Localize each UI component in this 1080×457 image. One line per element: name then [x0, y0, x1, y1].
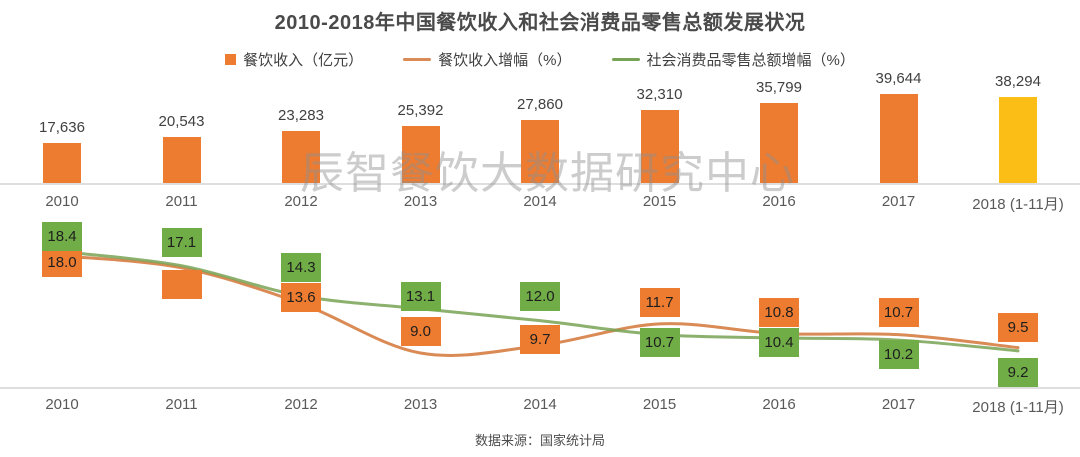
bar-axis-category: 2016: [762, 193, 796, 210]
bar-2013: [401, 125, 440, 183]
data-source-note: 数据来源：国家统计局: [474, 433, 605, 448]
restaurant-growth-label: 13.6: [281, 283, 321, 313]
green-line-swatch-icon: [611, 58, 640, 61]
bar-axis-category: 2011: [165, 193, 198, 210]
restaurant-growth-label: 10.8: [759, 297, 799, 327]
bar-swatch-icon: [225, 54, 237, 65]
orange-line-swatch-icon: [403, 58, 432, 61]
bar-value-label: 39,644: [875, 69, 922, 87]
retail-growth-label: 10.4: [759, 327, 799, 357]
restaurant-growth-label: [161, 269, 202, 299]
chart-title: 2010-2018年中国餐饮收入和社会消费品零售总额发展状况: [274, 12, 806, 34]
bar-value-label: 35,799: [756, 78, 802, 96]
line-axis-category: 2018 (1-11月): [972, 399, 1064, 416]
bar-2012: [282, 130, 320, 183]
legend-label-revenue-growth: 餐饮收入增幅（%）: [438, 52, 572, 69]
bar-axis-category: 2014: [523, 193, 557, 210]
restaurant-growth-label: 9.7: [520, 325, 560, 355]
legend-item-revenue-bar: 餐饮收入（亿元）: [225, 49, 363, 70]
legend-item-retail-growth-line: 社会消费品零售总额增幅（%）: [611, 49, 855, 70]
line-axis-category: 2012: [284, 396, 318, 413]
bar-axis-category: 2010: [45, 193, 79, 210]
bar-value-label: 17,636: [39, 119, 85, 137]
line-axis-category: 2011: [165, 396, 198, 413]
line-axis-category: 2013: [403, 396, 438, 413]
bar-axis-category: 2017: [881, 193, 916, 210]
bar-value-label: 38,294: [995, 73, 1041, 91]
retail-growth-label: 13.1: [400, 281, 441, 311]
line-axis-category: 2014: [523, 396, 557, 413]
retail-growth-label: 10.2: [878, 340, 919, 370]
retail-growth-label: 18.4: [42, 221, 82, 251]
bar-2018 (1-11月): [999, 97, 1037, 183]
bar-2015: [640, 110, 679, 183]
legend-label-retail-growth: 社会消费品零售总额增幅（%）: [646, 52, 855, 69]
retail-growth-line: [60, 250, 1020, 353]
bar-value-label: 25,392: [397, 101, 444, 119]
bar-2017: [879, 93, 918, 183]
legend-label-revenue: 餐饮收入（亿元）: [243, 52, 364, 69]
bar-value-label: 20,543: [158, 112, 205, 130]
restaurant-growth-label: 18.0: [42, 247, 82, 277]
retail-growth-label: 14.3: [281, 252, 321, 282]
restaurant-growth-label: 9.5: [998, 312, 1038, 342]
bar-value-label: 23,283: [278, 106, 324, 124]
bar-value-label: 27,860: [517, 96, 563, 114]
bar-axis-category: 2015: [642, 193, 677, 210]
line-axis-category: 2017: [881, 396, 916, 413]
restaurant-growth-label: 11.7: [639, 287, 680, 317]
bar-2014: [521, 120, 559, 183]
retail-growth-label: 9.2: [998, 357, 1038, 387]
bar-value-label: 32,310: [636, 86, 683, 104]
retail-growth-label: 17.1: [161, 227, 202, 257]
bar-2011: [162, 136, 201, 183]
line-axis-category: 2010: [45, 396, 79, 413]
bar-axis-category: 2013: [403, 193, 438, 210]
bar-axis-line: [0, 183, 1080, 185]
retail-growth-label: 10.7: [639, 327, 680, 357]
retail-growth-label: 12.0: [520, 281, 560, 311]
restaurant-growth-label: 9.0: [400, 317, 441, 346]
line-axis-line: [0, 387, 1080, 389]
bar-axis-category: 2012: [284, 193, 318, 210]
line-axis-category: 2016: [762, 396, 796, 413]
bar-2016: [760, 102, 798, 183]
bar-2010: [43, 143, 81, 183]
bar-axis-category: 2018 (1-11月): [972, 196, 1064, 213]
legend-item-revenue-growth-line: 餐饮收入增幅（%）: [403, 49, 572, 70]
line-axis-category: 2015: [642, 396, 677, 413]
watermark: 辰智餐饮大数据研究中心: [300, 149, 795, 198]
legend: 餐饮收入（亿元） 餐饮收入增幅（%） 社会消费品零售总额增幅（%）: [0, 49, 1080, 70]
restaurant-growth-label: 10.7: [878, 297, 919, 327]
